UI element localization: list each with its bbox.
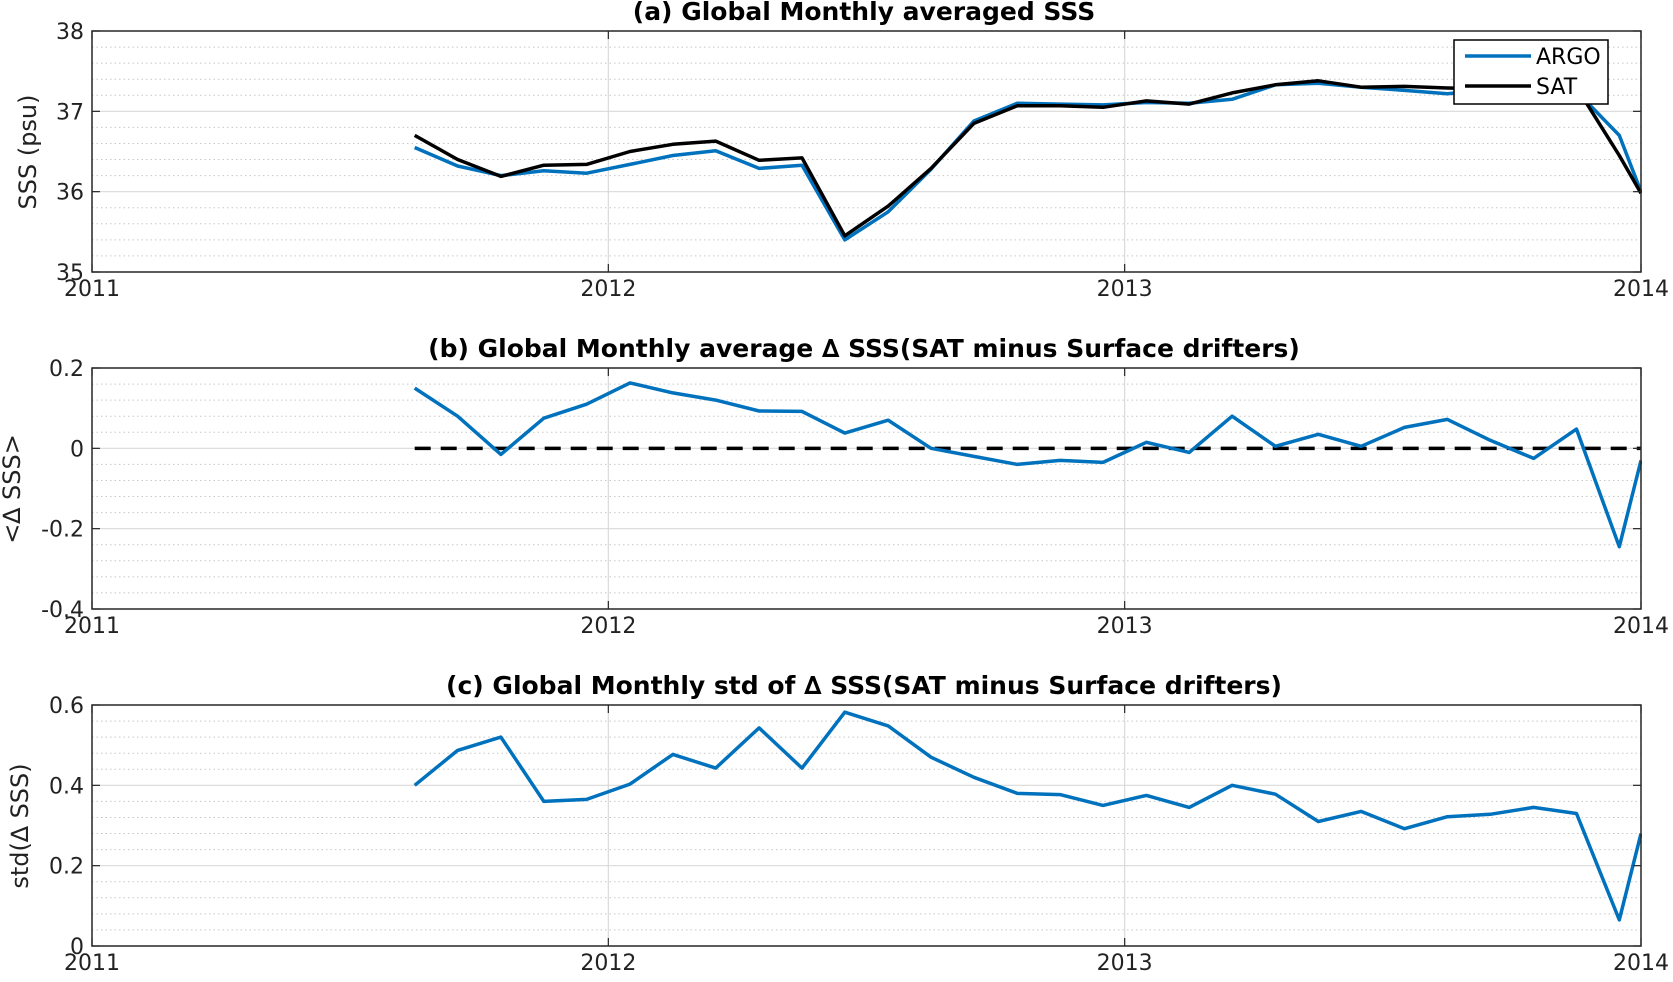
plot-background xyxy=(92,31,1641,272)
panel-a-ylabel: SSS (psu) xyxy=(14,94,42,209)
x-tick-label: 2011 xyxy=(64,277,120,302)
x-tick-label: 2013 xyxy=(1097,277,1153,302)
legend-box xyxy=(1453,39,1609,105)
legend-label-argo: ARGO xyxy=(1536,45,1601,70)
legend: ARGO SAT xyxy=(1453,39,1609,105)
axes-box xyxy=(91,30,1642,273)
y-tick-label: 37 xyxy=(56,100,84,125)
panel-a: (a) Global Monthly averaged SSS SSS (psu… xyxy=(14,0,1669,302)
x-tick-label: 2013 xyxy=(1097,614,1153,639)
axes-box xyxy=(91,704,1642,947)
y-tick-label: 0.2 xyxy=(49,357,84,382)
panel-a-plot-area: 2011 2012 2013 2014 35 36 37 38 xyxy=(56,20,1669,302)
series-line-0 xyxy=(413,381,1642,549)
axes-box xyxy=(91,367,1642,610)
y-tick-label: 0.4 xyxy=(49,774,84,799)
x-tick-label: 2011 xyxy=(64,951,120,976)
y-tick-label: 0.2 xyxy=(49,855,84,880)
y-tick-label: 0 xyxy=(70,437,84,462)
x-tick-label: 2014 xyxy=(1613,951,1669,976)
x-tick-label: 2011 xyxy=(64,614,120,639)
y-tick-label: -0.2 xyxy=(41,518,84,543)
panel-c-plot-area: 2011 2012 2013 2014 0 0.2 0.4 0.6 xyxy=(49,694,1669,976)
y-tick-label: 35 xyxy=(56,261,84,286)
panel-a-title: (a) Global Monthly averaged SSS xyxy=(633,0,1095,26)
y-tick-label: -0.4 xyxy=(41,598,84,623)
y-tick-label: 0.6 xyxy=(49,694,84,719)
x-tick-label: 2012 xyxy=(580,277,636,302)
panel-c-ylabel: std(∆ SSS) xyxy=(6,763,34,888)
panel-c-title: (c) Global Monthly std of ∆ SSS(SAT minu… xyxy=(446,671,1282,700)
panel-b-ylabel: <∆ SSS> xyxy=(0,434,26,544)
legend-label-sat: SAT xyxy=(1536,75,1578,100)
panel-b: (b) Global Monthly average ∆ SSS(SAT min… xyxy=(0,334,1669,639)
y-tick-label: 38 xyxy=(56,20,84,45)
panel-c: (c) Global Monthly std of ∆ SSS(SAT minu… xyxy=(6,671,1669,976)
y-tick-label: 0 xyxy=(70,935,84,960)
plot-background xyxy=(92,705,1641,946)
y-tick-label: 36 xyxy=(56,181,84,206)
series-line-0 xyxy=(413,710,1642,922)
panel-b-plot-area: 2011 2012 2013 2014 -0.4 -0.2 0 0.2 xyxy=(41,357,1669,639)
x-tick-label: 2012 xyxy=(580,951,636,976)
x-tick-label: 2014 xyxy=(1613,277,1669,302)
panel-b-title: (b) Global Monthly average ∆ SSS(SAT min… xyxy=(428,334,1300,363)
x-tick-label: 2012 xyxy=(580,614,636,639)
plot-background xyxy=(92,368,1641,609)
x-tick-label: 2014 xyxy=(1613,614,1669,639)
x-tick-label: 2013 xyxy=(1097,951,1153,976)
